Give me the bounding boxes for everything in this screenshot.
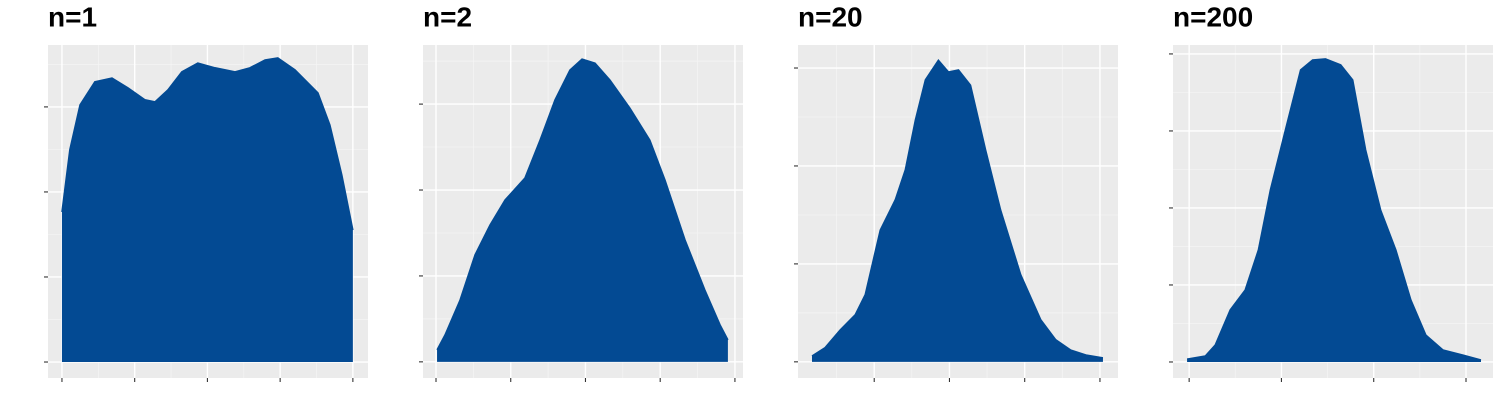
- panel: n=20: [794, 1, 1118, 382]
- density-line: [1186, 58, 1482, 361]
- area-fill: [811, 60, 1103, 362]
- panel: n=2: [419, 1, 743, 382]
- density-line: [811, 58, 1104, 359]
- panel-title: n=2: [423, 1, 472, 32]
- density-line: [61, 57, 354, 231]
- panel-title: n=20: [798, 1, 863, 32]
- panel-title: n=1: [48, 1, 97, 32]
- panel-title: n=200: [1173, 1, 1253, 32]
- area-fill: [61, 57, 353, 363]
- density-line: [436, 58, 729, 351]
- panel: n=200: [1169, 1, 1493, 382]
- area-fill: [1187, 58, 1481, 362]
- panel: n=1: [44, 1, 368, 382]
- area-fill: [437, 59, 728, 362]
